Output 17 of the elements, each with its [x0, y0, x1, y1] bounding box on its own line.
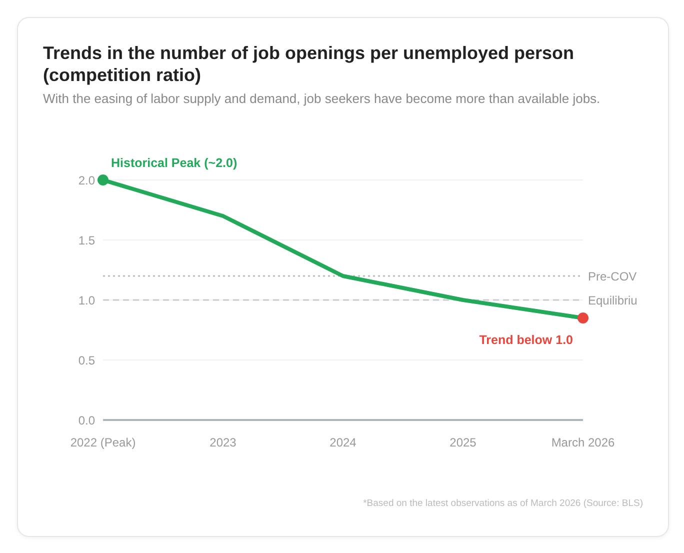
x-tick-label: March 2026 — [551, 436, 616, 450]
chart-title: Trends in the number of job openings per unemployed person (competition ratio) — [43, 42, 576, 86]
chart-subtitle: With the easing of labor supply and demand, job seekers have become more than available jobs. — [43, 91, 602, 106]
x-tick-label: 2025 — [450, 436, 477, 450]
x-tick-label: 2024 — [330, 436, 357, 450]
annotation: Historical Peak (~2.0) — [111, 156, 238, 170]
y-tick-label: 1.5 — [78, 233, 96, 248]
text: *Based on the latest observations as of March 2026 (Source: BLS) — [363, 498, 643, 509]
y-tick-label: 2.0 — [78, 173, 96, 188]
ref-line-label: Pre-COV — [588, 269, 637, 284]
x-tick-label: 2022 (Peak) — [70, 436, 136, 450]
ref-line-label: Equilibriu — [588, 293, 638, 308]
x-tick-label: 2023 — [210, 436, 237, 450]
y-tick-label: 1.0 — [78, 293, 96, 308]
y-tick-label: 0.5 — [78, 353, 96, 368]
annotation: Trend below 1.0 — [479, 333, 574, 347]
y-tick-label: 0.0 — [78, 413, 96, 428]
